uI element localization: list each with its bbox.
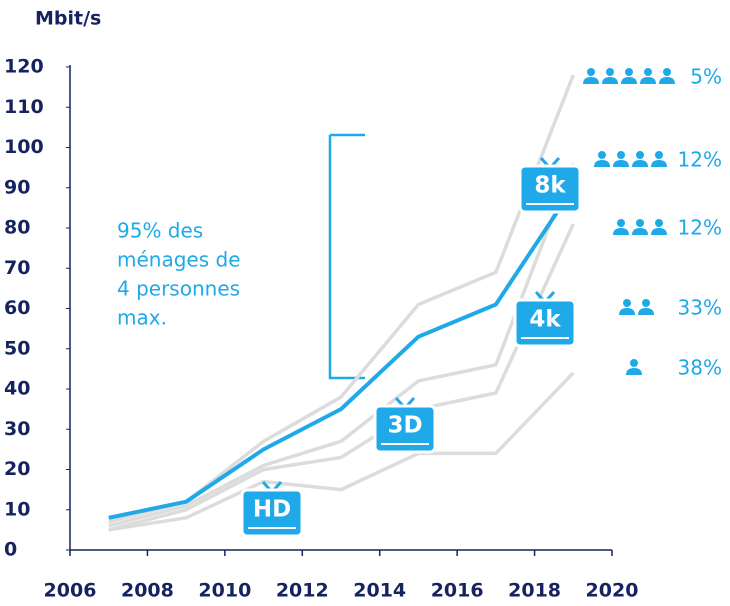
person-head bbox=[655, 151, 663, 159]
person-head bbox=[617, 219, 625, 227]
household-row: 38% bbox=[626, 356, 722, 380]
person-body bbox=[632, 160, 648, 167]
person-body bbox=[659, 77, 675, 84]
line bbox=[108, 371, 575, 532]
y-tick-label: 0 bbox=[4, 539, 17, 561]
tv-label: HD bbox=[253, 497, 291, 523]
person-body bbox=[613, 160, 629, 167]
y-tick-label: 80 bbox=[4, 217, 30, 239]
tv-screen bbox=[373, 404, 437, 454]
person-body bbox=[632, 228, 648, 235]
person-head bbox=[636, 219, 644, 227]
line bbox=[108, 223, 575, 532]
x-tick-label: 2018 bbox=[508, 580, 561, 602]
y-tick-label: 30 bbox=[4, 418, 30, 440]
y-axis-label: Mbit/s bbox=[35, 8, 101, 30]
note-line: max. bbox=[117, 306, 167, 330]
note-line: ménages de bbox=[117, 248, 241, 272]
person-body bbox=[583, 77, 599, 84]
y-tick-label: 60 bbox=[4, 297, 30, 319]
person-head bbox=[587, 68, 595, 76]
tv-icon: 3D bbox=[373, 396, 437, 454]
x-tick-label: 2012 bbox=[276, 580, 329, 602]
tv-icon: 8k bbox=[518, 156, 582, 214]
person-head bbox=[625, 68, 633, 76]
y-tick-label: 40 bbox=[4, 378, 30, 400]
person-head bbox=[617, 151, 625, 159]
tv-label: 8k bbox=[534, 173, 566, 199]
household-share: 38% bbox=[678, 356, 722, 380]
y-tick-label: 20 bbox=[4, 458, 30, 480]
tv-screen bbox=[513, 298, 577, 348]
person-head bbox=[630, 359, 638, 367]
bracket bbox=[328, 133, 365, 380]
household-share: 5% bbox=[690, 65, 722, 89]
x-tick-label: 2016 bbox=[431, 580, 484, 602]
person-body bbox=[621, 77, 637, 84]
note-line: 4 personnes bbox=[117, 277, 240, 301]
household-row: 12% bbox=[594, 148, 722, 172]
line bbox=[108, 162, 575, 528]
person-body bbox=[638, 308, 654, 315]
household-row: 12% bbox=[613, 216, 722, 240]
person-head bbox=[606, 68, 614, 76]
person-body bbox=[619, 308, 635, 315]
tv-screen bbox=[518, 164, 582, 214]
tv-label: 3D bbox=[387, 413, 422, 439]
tv-screen bbox=[240, 488, 304, 538]
person-body bbox=[640, 77, 656, 84]
y-tick-label: 70 bbox=[4, 257, 30, 279]
y-tick-label: 100 bbox=[4, 136, 44, 158]
person-head bbox=[642, 299, 650, 307]
person-head bbox=[663, 68, 671, 76]
person-head bbox=[655, 219, 663, 227]
household-share: 12% bbox=[678, 148, 722, 172]
person-body bbox=[602, 77, 618, 84]
x-tick-label: 2008 bbox=[121, 580, 174, 602]
x-tick-label: 2020 bbox=[586, 580, 639, 602]
person-head bbox=[644, 68, 652, 76]
x-tick-label: 2006 bbox=[44, 580, 97, 602]
note-line: 95% des bbox=[117, 219, 203, 243]
person-head bbox=[636, 151, 644, 159]
household-row: 5% bbox=[583, 65, 722, 89]
y-tick-label: 10 bbox=[4, 498, 30, 520]
household-share: 33% bbox=[678, 296, 722, 320]
person-body bbox=[594, 160, 610, 167]
y-tick-label: 50 bbox=[4, 337, 30, 359]
x-tick-label: 2010 bbox=[198, 580, 251, 602]
person-body bbox=[651, 160, 667, 167]
person-body bbox=[626, 368, 642, 375]
y-tick-label: 110 bbox=[4, 96, 44, 118]
y-tick-label: 90 bbox=[4, 176, 30, 198]
line bbox=[108, 186, 575, 520]
person-body bbox=[651, 228, 667, 235]
person-body bbox=[613, 228, 629, 235]
y-tick-label: 120 bbox=[4, 56, 44, 78]
person-head bbox=[623, 299, 631, 307]
household-row: 33% bbox=[619, 296, 722, 320]
tv-icon: 4k bbox=[513, 290, 577, 348]
household-share: 12% bbox=[678, 216, 722, 240]
tv-icon: HD bbox=[240, 480, 304, 538]
tv-label: 4k bbox=[529, 307, 561, 333]
person-head bbox=[598, 151, 606, 159]
x-tick-label: 2014 bbox=[353, 580, 406, 602]
